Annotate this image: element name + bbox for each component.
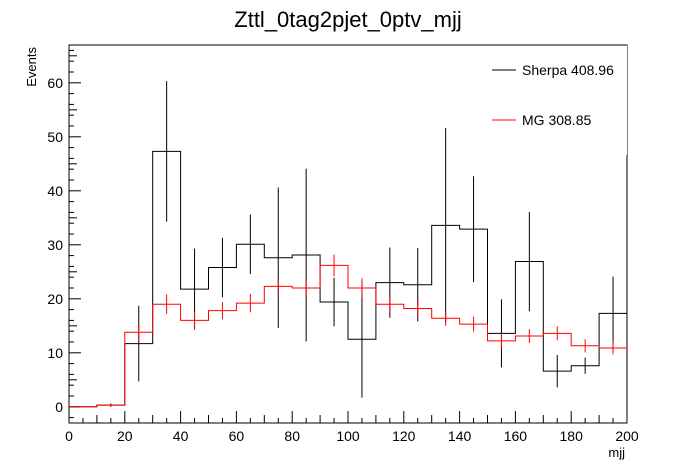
x-tick-label: 100 bbox=[336, 428, 360, 444]
legend-box bbox=[485, 45, 627, 155]
x-tick-label: 200 bbox=[615, 428, 639, 444]
y-axis-label: Events bbox=[24, 47, 39, 87]
y-tick-label: 20 bbox=[47, 291, 63, 307]
series-mg bbox=[69, 254, 627, 408]
legend-entry-label: MG 308.85 bbox=[522, 112, 591, 128]
x-tick-label: 40 bbox=[173, 428, 189, 444]
x-tick-label: 0 bbox=[65, 428, 73, 444]
y-axis: 0 10 20 30 40 50 60 bbox=[47, 49, 81, 419]
x-tick-label: 120 bbox=[392, 428, 416, 444]
legend-entry-label: Sherpa 408.96 bbox=[522, 62, 614, 78]
y-tick-label: 40 bbox=[47, 183, 63, 199]
x-tick-label: 60 bbox=[229, 428, 245, 444]
y-tick-label: 30 bbox=[47, 237, 63, 253]
chart-title: Zttl_0tag2pjet_0ptv_mjj bbox=[234, 7, 461, 32]
x-tick-label: 180 bbox=[560, 428, 584, 444]
y-tick-label: 10 bbox=[47, 345, 63, 361]
y-tick-label: 60 bbox=[47, 75, 63, 91]
x-tick-label: 20 bbox=[117, 428, 133, 444]
x-tick-label: 140 bbox=[448, 428, 472, 444]
y-tick-label: 50 bbox=[47, 129, 63, 145]
series-sherpa bbox=[69, 81, 627, 408]
legend: Sherpa 408.96 MG 308.85 bbox=[485, 44, 627, 155]
series-layer bbox=[69, 81, 627, 408]
x-tick-label: 160 bbox=[504, 428, 528, 444]
y-tick-label: 0 bbox=[55, 399, 63, 415]
x-axis: 0 20 40 60 80 100 120 140 160 180 200 bbox=[65, 411, 639, 444]
x-axis-label: mjj bbox=[608, 445, 625, 460]
x-tick-label: 80 bbox=[284, 428, 300, 444]
